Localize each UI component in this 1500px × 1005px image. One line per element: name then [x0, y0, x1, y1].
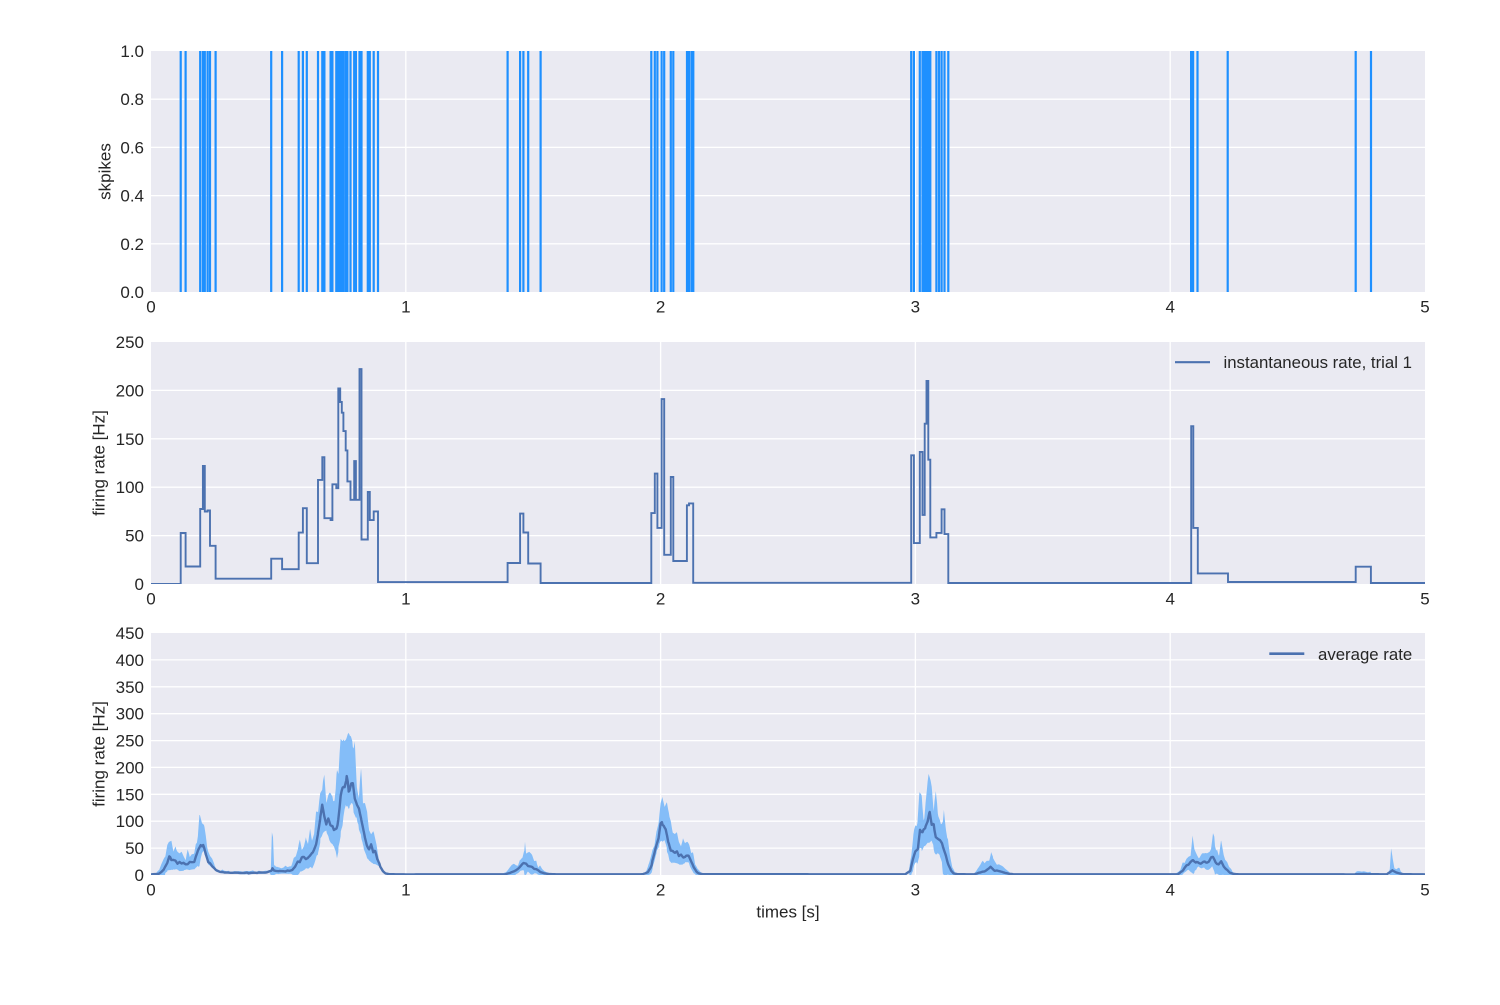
- svg-text:0: 0: [146, 880, 155, 899]
- svg-text:0.6: 0.6: [120, 138, 144, 157]
- svg-text:200: 200: [116, 381, 144, 400]
- svg-text:0: 0: [146, 297, 155, 316]
- svg-text:150: 150: [116, 785, 144, 804]
- svg-text:5: 5: [1420, 589, 1429, 608]
- svg-text:3: 3: [911, 589, 920, 608]
- svg-text:0: 0: [146, 589, 155, 608]
- svg-text:1: 1: [401, 589, 410, 608]
- svg-text:0: 0: [135, 866, 144, 885]
- svg-text:0.8: 0.8: [120, 90, 144, 109]
- svg-text:average rate: average rate: [1318, 645, 1412, 664]
- svg-text:0: 0: [135, 575, 144, 594]
- svg-text:250: 250: [116, 732, 144, 751]
- svg-text:5: 5: [1420, 297, 1429, 316]
- svg-text:300: 300: [116, 705, 144, 724]
- svg-text:200: 200: [116, 758, 144, 777]
- svg-text:0.0: 0.0: [120, 283, 144, 302]
- svg-text:5: 5: [1420, 880, 1429, 899]
- svg-text:100: 100: [116, 478, 144, 497]
- svg-text:250: 250: [116, 333, 144, 352]
- svg-text:4: 4: [1165, 880, 1174, 899]
- svg-text:3: 3: [911, 880, 920, 899]
- svg-text:2: 2: [656, 880, 665, 899]
- svg-text:4: 4: [1165, 297, 1174, 316]
- svg-text:400: 400: [116, 651, 144, 670]
- svg-text:100: 100: [116, 812, 144, 831]
- svg-text:0.4: 0.4: [120, 187, 144, 206]
- svg-text:450: 450: [116, 624, 144, 643]
- svg-text:0.2: 0.2: [120, 235, 144, 254]
- svg-text:firing rate [Hz]: firing rate [Hz]: [90, 410, 109, 516]
- svg-text:1: 1: [401, 297, 410, 316]
- svg-text:1.0: 1.0: [120, 42, 144, 61]
- svg-text:2: 2: [656, 589, 665, 608]
- svg-text:skpikes: skpikes: [96, 143, 115, 200]
- svg-text:firing rate [Hz]: firing rate [Hz]: [90, 701, 109, 807]
- svg-text:350: 350: [116, 678, 144, 697]
- svg-text:2: 2: [656, 297, 665, 316]
- svg-text:4: 4: [1165, 589, 1174, 608]
- svg-text:50: 50: [125, 839, 144, 858]
- svg-text:150: 150: [116, 430, 144, 449]
- svg-text:1: 1: [401, 880, 410, 899]
- svg-text:instantaneous rate, trial 1: instantaneous rate, trial 1: [1224, 353, 1412, 372]
- svg-text:times [s]: times [s]: [756, 903, 819, 922]
- svg-text:50: 50: [125, 527, 144, 546]
- svg-text:3: 3: [911, 297, 920, 316]
